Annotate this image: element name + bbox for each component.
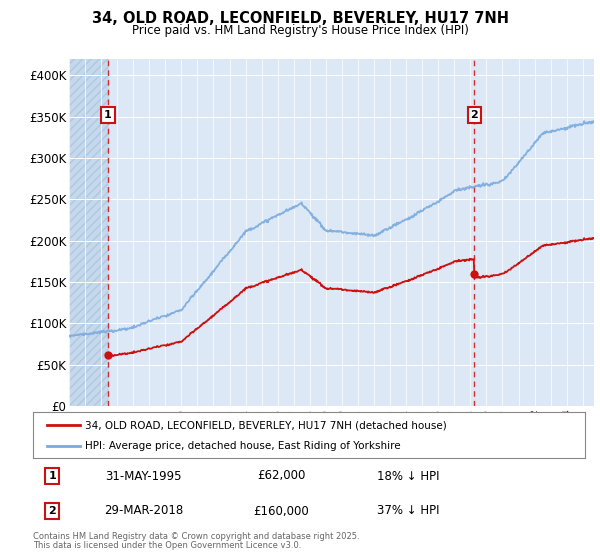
Text: 34, OLD ROAD, LECONFIELD, BEVERLEY, HU17 7NH: 34, OLD ROAD, LECONFIELD, BEVERLEY, HU17… [91,11,509,26]
Text: Price paid vs. HM Land Registry's House Price Index (HPI): Price paid vs. HM Land Registry's House … [131,24,469,37]
Text: Contains HM Land Registry data © Crown copyright and database right 2025.: Contains HM Land Registry data © Crown c… [33,532,359,541]
Text: 2: 2 [470,110,478,120]
Text: 34, OLD ROAD, LECONFIELD, BEVERLEY, HU17 7NH (detached house): 34, OLD ROAD, LECONFIELD, BEVERLEY, HU17… [85,420,447,430]
Bar [69,59,108,406]
Text: 1: 1 [104,110,112,120]
Text: 18% ↓ HPI: 18% ↓ HPI [377,469,440,483]
Text: This data is licensed under the Open Government Licence v3.0.: This data is licensed under the Open Gov… [33,541,301,550]
Text: £62,000: £62,000 [257,469,305,483]
Bar [69,59,108,406]
Text: 29-MAR-2018: 29-MAR-2018 [104,505,183,517]
Text: HPI: Average price, detached house, East Riding of Yorkshire: HPI: Average price, detached house, East… [85,441,401,451]
Text: 31-MAY-1995: 31-MAY-1995 [105,469,182,483]
Text: £160,000: £160,000 [254,505,309,517]
Text: 37% ↓ HPI: 37% ↓ HPI [377,505,440,517]
Text: 2: 2 [49,506,56,516]
Text: 1: 1 [49,471,56,481]
